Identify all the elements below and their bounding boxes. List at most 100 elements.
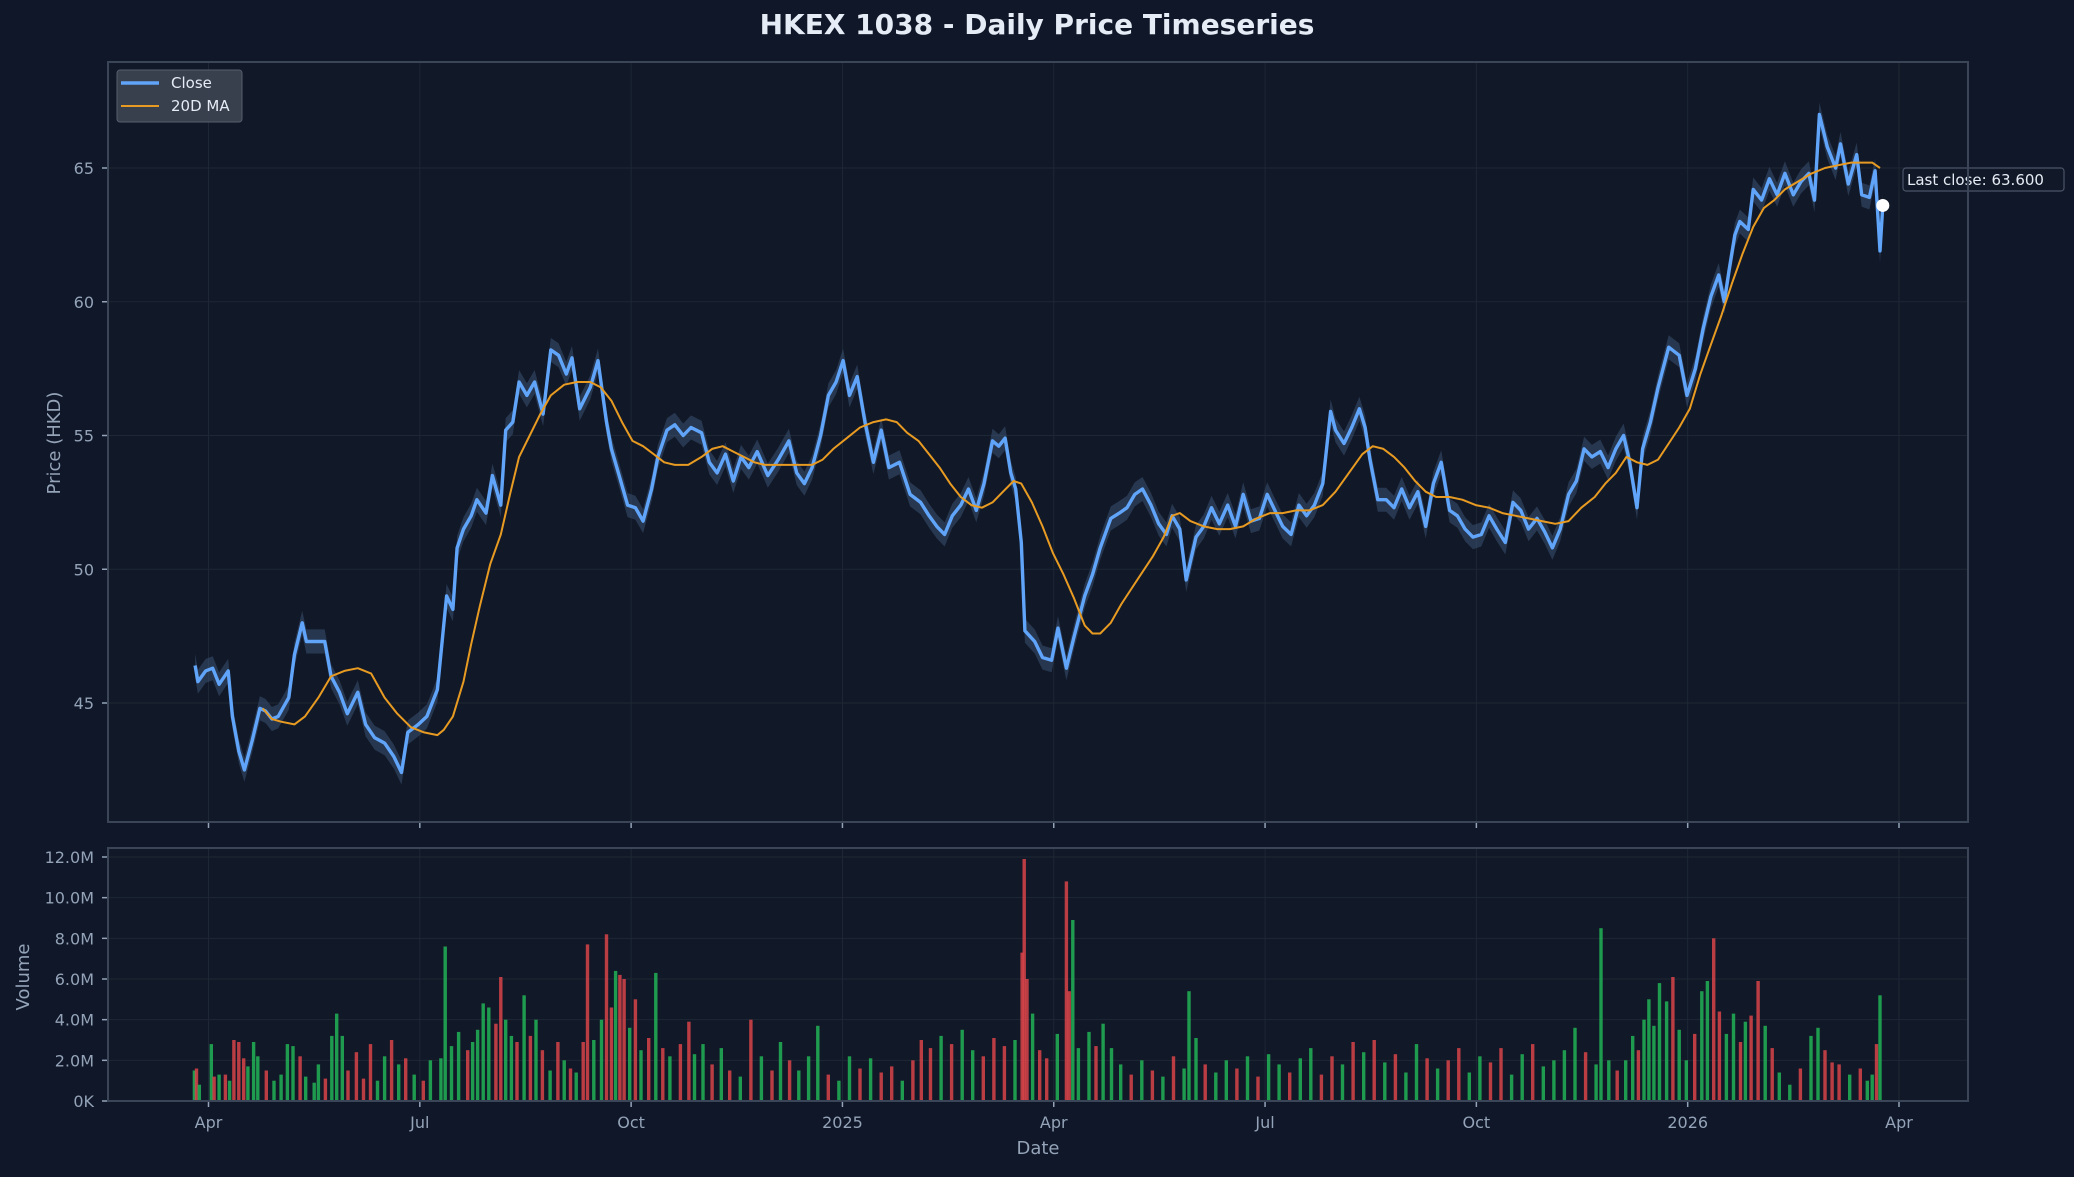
volume-bar <box>613 970 618 1101</box>
volume-bar <box>1677 1029 1681 1101</box>
volume-bar <box>1777 1072 1781 1101</box>
volume-bar <box>749 1019 753 1101</box>
last-close-annotation: Last close: 63.600 <box>1902 167 2065 192</box>
volume-bar <box>599 1019 604 1101</box>
volume-bar <box>1700 991 1704 1101</box>
volume-bar <box>1607 1060 1611 1101</box>
volume-bar <box>1045 1058 1049 1101</box>
volume-bar <box>212 1076 216 1101</box>
volume-bar <box>1214 1072 1218 1101</box>
volume-bar <box>581 1042 585 1101</box>
volume-bar <box>661 1048 665 1101</box>
volume-bar <box>197 1084 201 1101</box>
volume-bar <box>928 1048 933 1101</box>
volume-bar <box>304 1076 308 1101</box>
volume-y-tick-label: 10.0M <box>45 889 94 908</box>
price-y-tick-label: 55 <box>74 427 94 446</box>
volume-bar <box>1182 1068 1186 1101</box>
volume-bar <box>1562 1050 1567 1101</box>
volume-bar <box>1309 1048 1313 1101</box>
volume-bar <box>890 1066 894 1101</box>
volume-bar <box>1693 1033 1697 1101</box>
volume-bar <box>1717 1011 1722 1101</box>
volume-bar <box>232 1040 236 1101</box>
volume-bar <box>1624 1060 1628 1101</box>
volume-bar <box>494 1023 498 1101</box>
volume-bar <box>618 974 622 1101</box>
volume-bar <box>1870 1074 1874 1101</box>
volume-bar <box>604 934 609 1101</box>
volume-bar <box>504 1019 508 1101</box>
x-tick-label: 2025 <box>822 1113 863 1132</box>
price-y-tick-label: 60 <box>74 293 94 312</box>
volume-bar <box>1531 1044 1535 1101</box>
volume-bar <box>1171 1056 1176 1101</box>
volume-bar <box>1414 1044 1419 1101</box>
volume-y-tick-label: 12.0M <box>45 848 94 867</box>
volume-bar <box>1599 928 1603 1101</box>
volume-bar <box>1770 1048 1774 1101</box>
volume-bar <box>960 1029 964 1101</box>
volume-bar <box>251 1042 256 1101</box>
volume-bar <box>1816 1027 1820 1101</box>
volume-bar <box>246 1066 250 1101</box>
volume-bar <box>1743 1021 1748 1101</box>
volume-bar <box>992 1038 996 1101</box>
volume-bar <box>868 1058 873 1101</box>
volume-bar <box>911 1060 915 1101</box>
volume-bar <box>816 1025 820 1101</box>
volume-bar <box>770 1070 774 1101</box>
volume-bar <box>633 999 638 1101</box>
volume-bar <box>1541 1066 1545 1101</box>
x-tick-label: Apr <box>195 1113 223 1132</box>
volume-bar <box>639 1050 643 1101</box>
x-tick-label: 2026 <box>1667 1113 1708 1132</box>
volume-bar <box>647 1038 651 1101</box>
x-tick-label: Apr <box>1040 1113 1068 1132</box>
volume-bar <box>1076 1048 1081 1101</box>
volume-bar <box>797 1070 801 1101</box>
volume-bar <box>456 1031 461 1101</box>
volume-bar <box>1129 1074 1133 1101</box>
x-tick-label: Oct <box>617 1113 645 1132</box>
volume-bar <box>323 1078 328 1101</box>
volume-bar <box>1340 1064 1345 1101</box>
volume-bar <box>1809 1035 1813 1101</box>
volume-bar <box>1022 859 1026 1101</box>
volume-bar <box>1101 1023 1105 1101</box>
price-plot-frame <box>107 61 1969 823</box>
volume-bar <box>826 1074 830 1101</box>
date-axis-label: Date <box>1016 1138 1059 1159</box>
volume-bar <box>1652 1025 1656 1101</box>
volume-bar <box>1038 1050 1042 1101</box>
volume-bar <box>574 1072 578 1101</box>
volume-y-tick-label: 8.0M <box>55 929 94 948</box>
volume-bar <box>1425 1058 1429 1101</box>
volume-bar <box>1013 1040 1017 1101</box>
volume-bar <box>1724 1033 1729 1101</box>
volume-bar <box>1351 1042 1355 1101</box>
volume-bar <box>481 1003 485 1101</box>
volume-bar <box>237 1042 241 1101</box>
volume-bar <box>1224 1060 1228 1101</box>
volume-bar <box>837 1080 841 1101</box>
volume-bar <box>1671 977 1675 1101</box>
volume-bar <box>592 1040 596 1101</box>
ma-20d-line <box>261 161 1881 737</box>
volume-bar <box>1615 1070 1619 1101</box>
volume-bar <box>1404 1072 1408 1101</box>
volume-bar <box>509 1035 514 1101</box>
volume-bar <box>194 1068 199 1101</box>
volume-bar <box>1594 1064 1598 1101</box>
volume-bar <box>1763 1025 1767 1101</box>
volume-bar <box>981 1056 985 1101</box>
volume-bar <box>223 1074 228 1101</box>
volume-bar <box>1319 1074 1324 1101</box>
volume-bar <box>1055 1033 1059 1101</box>
volume-bar <box>1520 1054 1524 1101</box>
volume-bar <box>397 1064 401 1101</box>
volume-bar <box>919 1040 923 1101</box>
volume-bar <box>728 1070 732 1101</box>
last-close-marker <box>1876 198 1890 212</box>
